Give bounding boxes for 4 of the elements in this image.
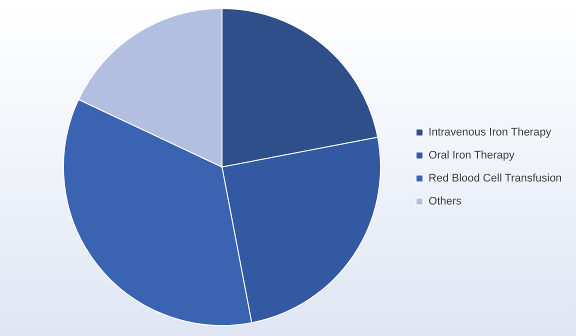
legend-label: Oral Iron Therapy xyxy=(428,150,516,162)
legend-label: Red Blood Cell Transfusion xyxy=(428,172,562,185)
legend-label: Others xyxy=(428,196,462,208)
legend-label: Intravenous Iron Therapy xyxy=(428,126,552,139)
